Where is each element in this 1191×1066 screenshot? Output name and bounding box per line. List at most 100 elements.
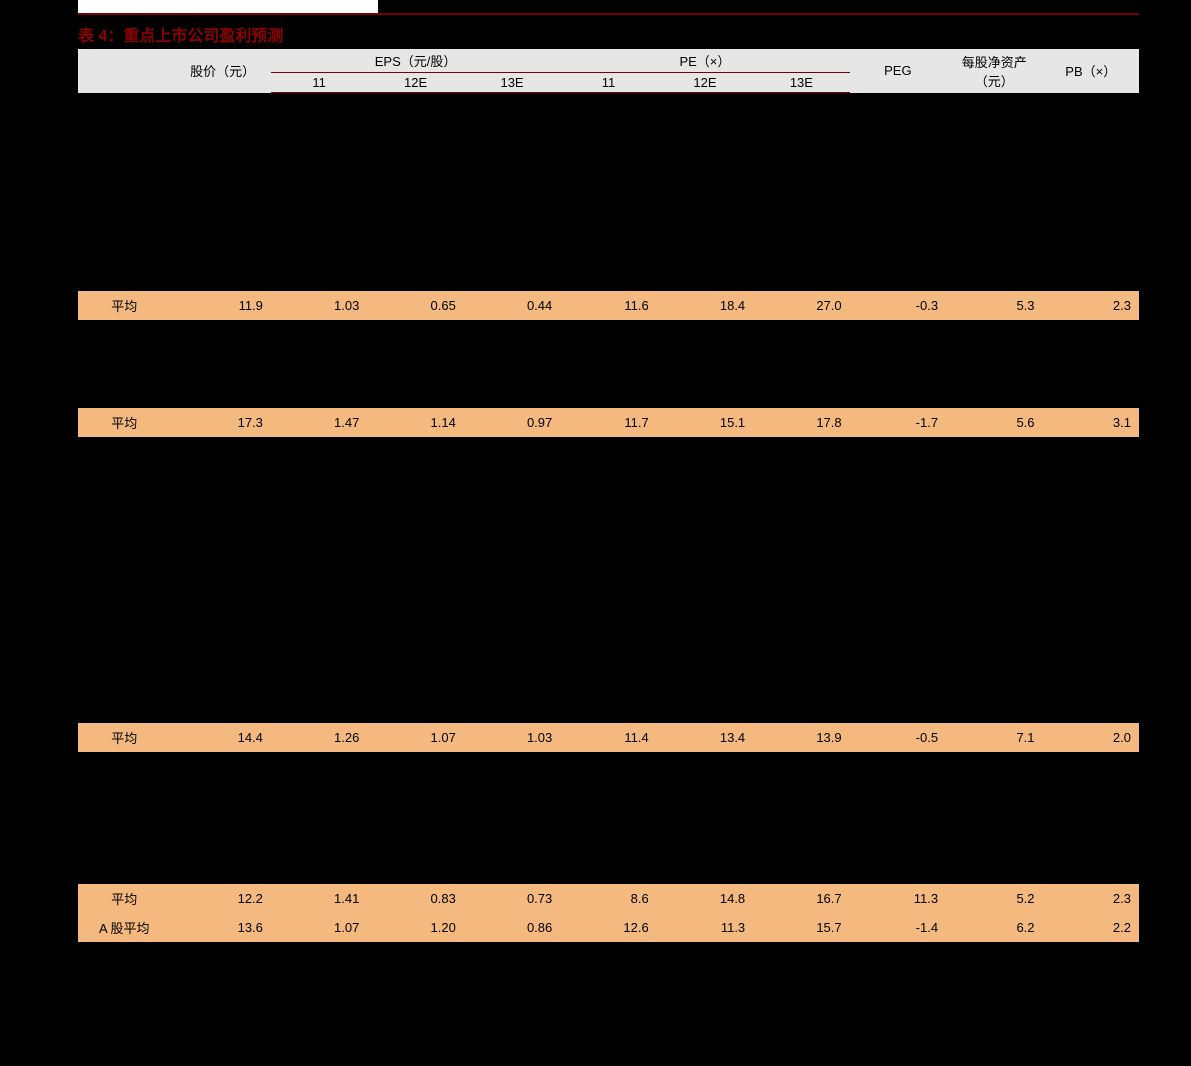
- cell-nav: 6.2: [946, 913, 1042, 942]
- cell-pe12e: 14.8: [657, 884, 753, 913]
- summary-row: 平均17.31.471.140.9711.715.117.8-1.75.63.1: [78, 408, 1139, 437]
- cell-price: 14.4: [174, 723, 270, 752]
- summary-row: 平均12.21.410.830.738.614.816.711.35.22.3: [78, 884, 1139, 913]
- cell-pe13e: 17.8: [753, 408, 849, 437]
- hdr-pe-12e: 12E: [657, 73, 753, 93]
- cell-pe11: 12.6: [560, 913, 656, 942]
- top-rule: [78, 13, 1139, 15]
- hdr-pb: PB（×）: [1043, 49, 1139, 93]
- hdr-peg: PEG: [850, 49, 946, 93]
- cell-name: 平均: [78, 884, 174, 913]
- cell-pe13e: 27.0: [753, 291, 849, 320]
- cell-nav: 5.3: [946, 291, 1042, 320]
- cell-pb: 2.2: [1043, 913, 1139, 942]
- cell-peg: -0.5: [850, 723, 946, 752]
- hdr-eps-group: EPS（元/股）: [271, 49, 560, 73]
- spacer-row: [78, 774, 1139, 796]
- cell-pe11: 11.6: [560, 291, 656, 320]
- summary-row: A 股平均13.61.071.200.8612.611.315.7-1.46.2…: [78, 913, 1139, 942]
- cell-nav: 5.2: [946, 884, 1042, 913]
- cell-pb: 2.3: [1043, 884, 1139, 913]
- spacer-row: [78, 657, 1139, 679]
- spacer-row: [78, 115, 1139, 137]
- summary-row: 平均11.91.030.650.4411.618.427.0-0.35.32.3: [78, 291, 1139, 320]
- cell-eps13e: 0.86: [464, 913, 560, 942]
- earnings-table: 股价（元） EPS（元/股） PE（×） PEG 每股净资产（元） PB（×） …: [78, 48, 1139, 942]
- hdr-pe-11: 11: [560, 73, 656, 93]
- spacer-row: [78, 342, 1139, 364]
- cell-name: 平均: [78, 723, 174, 752]
- cell-price: 13.6: [174, 913, 270, 942]
- cell-peg: -0.3: [850, 291, 946, 320]
- cell-price: 11.9: [174, 291, 270, 320]
- cell-eps11: 1.07: [271, 913, 367, 942]
- spacer-row: [78, 613, 1139, 635]
- earnings-table-wrap: 股价（元） EPS（元/股） PE（×） PEG 每股净资产（元） PB（×） …: [78, 48, 1139, 942]
- cell-eps11: 1.03: [271, 291, 367, 320]
- cell-peg: -1.4: [850, 913, 946, 942]
- spacer-row: [78, 840, 1139, 862]
- cell-eps12e: 1.14: [367, 408, 463, 437]
- spacer-row: [78, 320, 1139, 342]
- cell-eps13e: 1.03: [464, 723, 560, 752]
- cell-pe13e: 16.7: [753, 884, 849, 913]
- cell-pe12e: 18.4: [657, 291, 753, 320]
- cell-pe11: 11.4: [560, 723, 656, 752]
- spacer-row: [78, 701, 1139, 723]
- cell-pb: 2.3: [1043, 291, 1139, 320]
- spacer-row: [78, 364, 1139, 386]
- cell-nav: 5.6: [946, 408, 1042, 437]
- cell-pe12e: 13.4: [657, 723, 753, 752]
- cell-price: 12.2: [174, 884, 270, 913]
- cell-pe11: 11.7: [560, 408, 656, 437]
- cell-nav: 7.1: [946, 723, 1042, 752]
- cell-pb: 3.1: [1043, 408, 1139, 437]
- spacer-row: [78, 181, 1139, 203]
- table-header: 股价（元） EPS（元/股） PE（×） PEG 每股净资产（元） PB（×） …: [78, 49, 1139, 93]
- cell-eps11: 1.47: [271, 408, 367, 437]
- hdr-eps-11: 11: [271, 73, 367, 93]
- cell-pe11: 8.6: [560, 884, 656, 913]
- spacer-row: [78, 525, 1139, 547]
- spacer-row: [78, 437, 1139, 459]
- spacer-row: [78, 752, 1139, 774]
- cell-name: 平均: [78, 408, 174, 437]
- spacer-row: [78, 93, 1139, 115]
- cell-eps12e: 1.20: [367, 913, 463, 942]
- cell-price: 17.3: [174, 408, 270, 437]
- summary-row: 平均14.41.261.071.0311.413.413.9-0.57.12.0: [78, 723, 1139, 752]
- cell-eps12e: 1.07: [367, 723, 463, 752]
- hdr-nav: 每股净资产（元）: [946, 49, 1042, 93]
- spacer-row: [78, 635, 1139, 657]
- cell-pb: 2.0: [1043, 723, 1139, 752]
- cell-eps12e: 0.83: [367, 884, 463, 913]
- hdr-pe-group: PE（×）: [560, 49, 849, 73]
- spacer-row: [78, 862, 1139, 884]
- table-title: 表 4：重点上市公司盈利预测: [78, 22, 283, 46]
- cell-eps13e: 0.73: [464, 884, 560, 913]
- hdr-eps-12e: 12E: [367, 73, 463, 93]
- spacer-row: [78, 159, 1139, 181]
- cell-eps13e: 0.44: [464, 291, 560, 320]
- cell-name: A 股平均: [78, 913, 174, 942]
- cell-name: 平均: [78, 291, 174, 320]
- cell-pe13e: 15.7: [753, 913, 849, 942]
- top-white-block: [78, 0, 378, 14]
- cell-pe13e: 13.9: [753, 723, 849, 752]
- spacer-row: [78, 269, 1139, 291]
- cell-eps13e: 0.97: [464, 408, 560, 437]
- hdr-price: 股价（元）: [174, 49, 270, 93]
- spacer-row: [78, 679, 1139, 701]
- cell-eps11: 1.26: [271, 723, 367, 752]
- cell-peg: 11.3: [850, 884, 946, 913]
- spacer-row: [78, 225, 1139, 247]
- cell-peg: -1.7: [850, 408, 946, 437]
- spacer-row: [78, 503, 1139, 525]
- cell-eps11: 1.41: [271, 884, 367, 913]
- spacer-row: [78, 818, 1139, 840]
- spacer-row: [78, 569, 1139, 591]
- hdr-eps-13e: 13E: [464, 73, 560, 93]
- spacer-row: [78, 386, 1139, 408]
- table-body: 平均11.91.030.650.4411.618.427.0-0.35.32.3…: [78, 93, 1139, 942]
- cell-pe12e: 11.3: [657, 913, 753, 942]
